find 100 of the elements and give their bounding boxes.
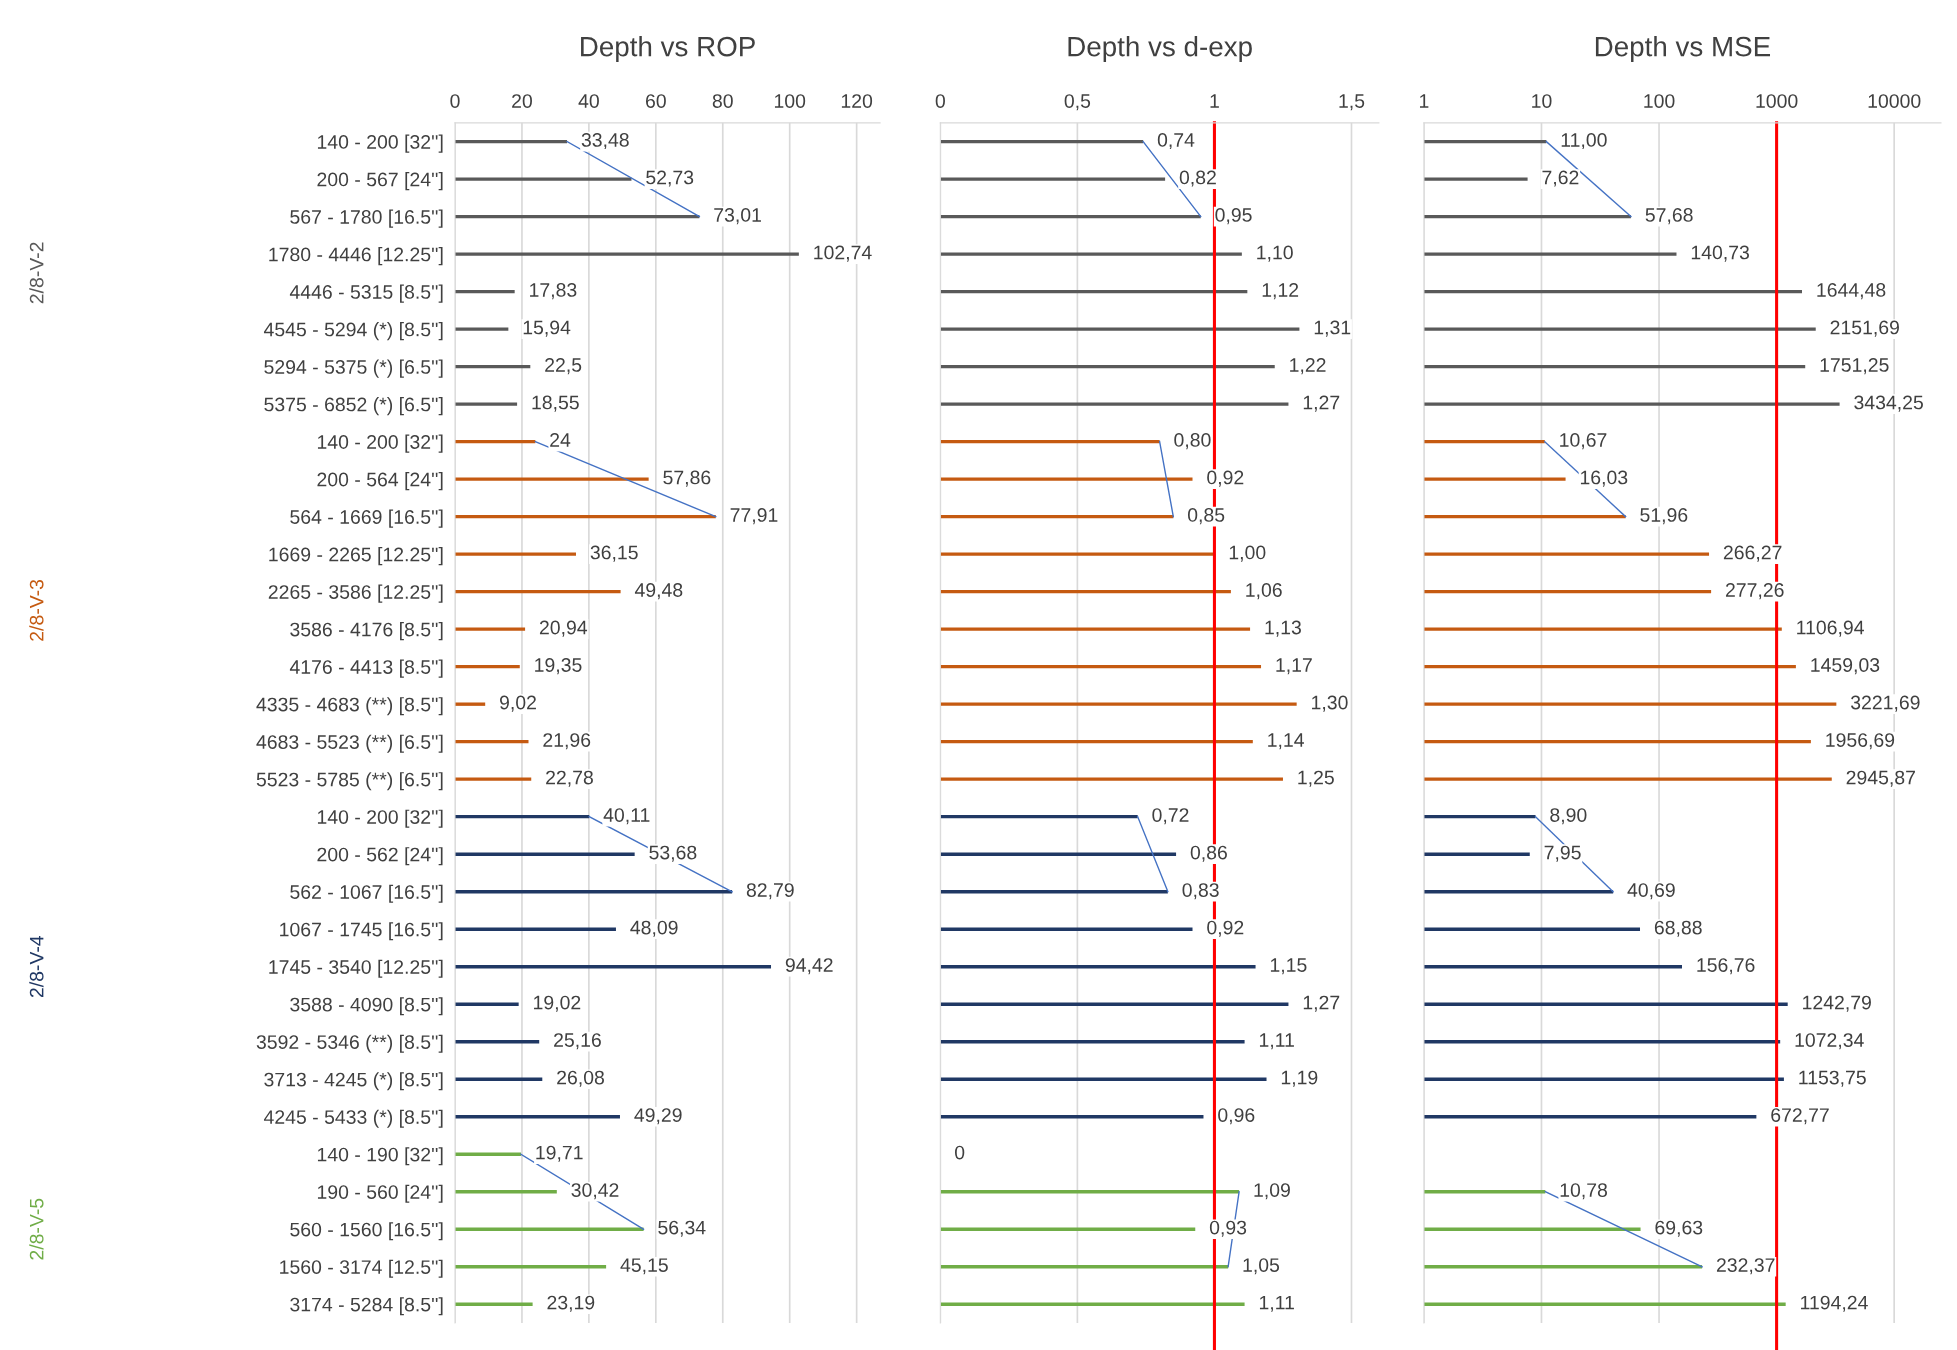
data-label: 1,06 bbox=[1246, 583, 1282, 600]
data-label: 3221,69 bbox=[1850, 695, 1920, 712]
data-label: 1,05 bbox=[1243, 1258, 1280, 1275]
bar bbox=[455, 552, 576, 556]
data-label: 8,90 bbox=[1550, 808, 1587, 825]
bar bbox=[940, 627, 1251, 631]
y-tick-label: 4335 - 4683 (**) [8.5''] bbox=[256, 697, 443, 716]
data-label: 1956,69 bbox=[1826, 733, 1895, 750]
data-label: 3434,25 bbox=[1854, 395, 1923, 412]
data-label: 0,82 bbox=[1179, 170, 1216, 187]
data-label: 1,12 bbox=[1262, 283, 1299, 300]
data-label: 1,31 bbox=[1314, 320, 1351, 337]
text: 2/8-V-2 bbox=[29, 242, 44, 304]
data-label: 0,92 bbox=[1207, 470, 1244, 487]
data-label: 156,76 bbox=[1697, 958, 1755, 975]
data-label: 57,86 bbox=[663, 470, 711, 487]
data-label: 26,08 bbox=[557, 1070, 604, 1087]
data-label: 25,16 bbox=[554, 1033, 601, 1050]
bar bbox=[455, 327, 509, 331]
y-tick-label: 1745 - 3540 [12.25''] bbox=[269, 959, 443, 978]
chart-title: Depth vs MSE bbox=[1595, 36, 1771, 62]
data-label: 1751,25 bbox=[1820, 358, 1889, 375]
x-tick-label: 120 bbox=[841, 94, 873, 108]
x-tick-label: 20 bbox=[512, 94, 532, 108]
bar bbox=[940, 777, 1283, 781]
bar bbox=[455, 777, 532, 781]
data-label: 51,96 bbox=[1640, 508, 1688, 525]
data-label: 1,09 bbox=[1254, 1183, 1290, 1200]
data-label: 0,80 bbox=[1174, 433, 1211, 450]
data-label: 0,96 bbox=[1218, 1108, 1255, 1125]
data-label: 0,72 bbox=[1152, 808, 1189, 825]
y-tick-label: 3592 - 5346 (**) [8.5''] bbox=[256, 1034, 443, 1053]
data-label: 0,83 bbox=[1182, 883, 1219, 900]
data-label: 22,78 bbox=[546, 770, 593, 787]
bar bbox=[940, 327, 1300, 331]
y-tick-label: 140 - 200 [32''] bbox=[317, 134, 443, 153]
data-label: 1194,24 bbox=[1801, 1295, 1868, 1312]
x-tick-label: 60 bbox=[645, 94, 666, 108]
data-label: 21,96 bbox=[543, 733, 591, 750]
data-label: 11,00 bbox=[1561, 133, 1607, 150]
x-tick-label: 0 bbox=[935, 94, 945, 108]
y-tick-label: 560 - 1560 [16.5''] bbox=[290, 1222, 443, 1241]
y-tick-label: 2265 - 3586 [12.25''] bbox=[268, 584, 443, 603]
data-label: 69,63 bbox=[1655, 1220, 1703, 1237]
data-label: 0,86 bbox=[1190, 845, 1227, 862]
x-tick-label: 100 bbox=[774, 94, 806, 108]
data-label: 33,48 bbox=[581, 133, 629, 150]
data-label: 49,48 bbox=[634, 583, 683, 600]
data-label: 49,29 bbox=[634, 1108, 682, 1125]
data-label: 10,78 bbox=[1560, 1183, 1608, 1200]
y-tick-label: 1780 - 4446 [12.25''] bbox=[269, 247, 443, 266]
data-label: 1,11 bbox=[1259, 1295, 1294, 1312]
data-label: 17,83 bbox=[530, 283, 577, 300]
y-tick-label: 200 - 562 [24''] bbox=[317, 847, 443, 866]
data-label: 1,00 bbox=[1229, 545, 1266, 562]
y-tick-label: 140 - 190 [32''] bbox=[317, 1147, 443, 1166]
data-label: 36,15 bbox=[590, 545, 638, 562]
data-label: 53,68 bbox=[649, 845, 697, 862]
y-tick-label: 1669 - 2265 [12.25''] bbox=[269, 547, 443, 566]
y-tick-label: 3586 - 4176 [8.5''] bbox=[290, 622, 443, 641]
data-label: 1459,03 bbox=[1811, 658, 1880, 675]
data-label: 40,69 bbox=[1627, 883, 1675, 900]
bar bbox=[455, 627, 526, 631]
y-tick-label: 4245 - 5433 (*) [8.5''] bbox=[263, 1109, 443, 1128]
x-tick-label: 0,5 bbox=[1064, 94, 1091, 111]
data-label: 57,68 bbox=[1645, 208, 1693, 225]
data-label: 7,62 bbox=[1542, 170, 1579, 187]
text: 2/8-V-4 bbox=[29, 935, 44, 998]
data-label: 1,25 bbox=[1298, 770, 1334, 787]
bar bbox=[455, 477, 649, 481]
bar bbox=[455, 252, 799, 256]
y-tick-label: 200 - 567 [24''] bbox=[317, 172, 443, 191]
data-label: 18,55 bbox=[532, 395, 579, 412]
y-tick-label: 5523 - 5785 (**) [6.5''] bbox=[256, 772, 443, 791]
y-tick-label: 1560 - 3174 [12.5''] bbox=[280, 1259, 443, 1278]
data-label: 68,88 bbox=[1654, 920, 1702, 937]
data-label: 19,71 bbox=[536, 1145, 583, 1162]
text: 2/8-V-5 bbox=[29, 1198, 44, 1260]
y-tick-label: 190 - 560 [24''] bbox=[317, 1184, 443, 1203]
bar bbox=[455, 702, 486, 706]
x-tick-label: 1 bbox=[1419, 94, 1429, 108]
y-tick-label: 3588 - 4090 [8.5''] bbox=[290, 997, 443, 1016]
data-label: 40,11 bbox=[603, 808, 650, 825]
y-tick-label: 562 - 1067 [16.5''] bbox=[290, 884, 443, 903]
x-tick-label: 10000 bbox=[1868, 94, 1921, 108]
data-label: 1644,48 bbox=[1817, 283, 1886, 300]
data-label: 77,91 bbox=[730, 508, 778, 525]
data-label: 1,17 bbox=[1276, 658, 1312, 675]
y-tick-label: 3174 - 5284 [8.5''] bbox=[290, 1297, 443, 1316]
x-tick-label: 80 bbox=[712, 94, 733, 108]
data-label: 1153,75 bbox=[1799, 1070, 1866, 1087]
data-label: 94,42 bbox=[785, 958, 833, 975]
data-label: 24 bbox=[550, 433, 571, 447]
data-label: 22,5 bbox=[545, 358, 582, 375]
data-label: 48,09 bbox=[630, 920, 678, 937]
y-tick-label: 567 - 1780 [16.5''] bbox=[290, 209, 443, 228]
x-tick-label: 1 bbox=[1210, 94, 1219, 108]
x-tick-label: 0 bbox=[450, 94, 460, 108]
data-label: 672,77 bbox=[1771, 1108, 1829, 1125]
x-tick-label: 40 bbox=[578, 94, 599, 108]
